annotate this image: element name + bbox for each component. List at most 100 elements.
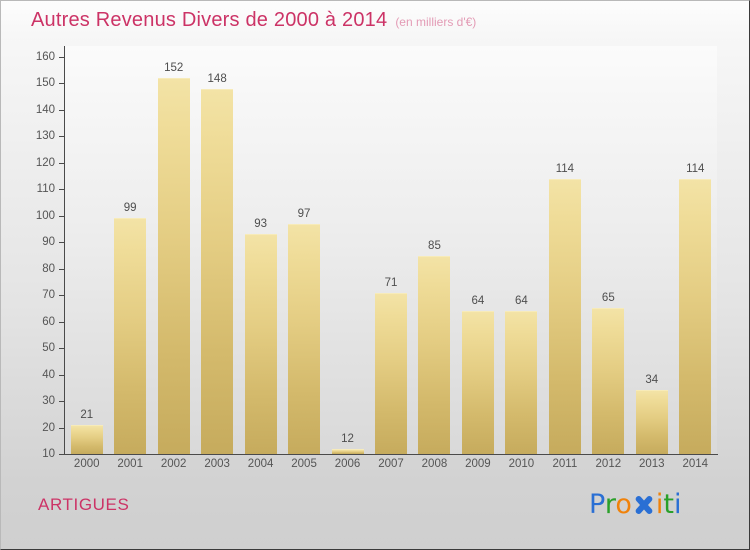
bar-value-label: 114 bbox=[686, 163, 705, 175]
bar[interactable] bbox=[549, 179, 581, 454]
bar[interactable] bbox=[636, 390, 668, 454]
title-bar: Autres Revenus Divers de 2000 à 2014 (en … bbox=[31, 9, 476, 32]
y-axis-tick bbox=[59, 163, 65, 164]
y-axis-label: 80 bbox=[42, 263, 55, 275]
y-axis-tick bbox=[59, 428, 65, 429]
bar[interactable] bbox=[201, 89, 233, 454]
bar[interactable] bbox=[418, 256, 450, 454]
y-axis-label-wrap: 30 bbox=[27, 395, 55, 407]
y-axis-label: 130 bbox=[35, 130, 55, 142]
y-axis-label-wrap: 160 bbox=[27, 51, 55, 63]
bar-value-label: 148 bbox=[207, 73, 227, 85]
bar[interactable] bbox=[114, 218, 146, 454]
x-axis-label: 2011 bbox=[552, 458, 578, 470]
y-axis-label-wrap: 90 bbox=[27, 236, 55, 248]
y-axis-tick bbox=[59, 242, 65, 243]
bar[interactable] bbox=[71, 425, 103, 454]
y-axis-label-wrap: 10 bbox=[27, 448, 55, 460]
bar[interactable] bbox=[592, 308, 624, 454]
bar[interactable] bbox=[462, 311, 494, 454]
y-axis-label-wrap: 40 bbox=[27, 369, 55, 381]
y-axis-tick bbox=[59, 189, 65, 190]
x-axis-label: 2013 bbox=[639, 458, 665, 470]
x-axis-line bbox=[64, 454, 718, 455]
y-axis-label: 90 bbox=[42, 236, 55, 248]
y-axis-label: 120 bbox=[35, 157, 55, 169]
y-axis-label-wrap: 130 bbox=[27, 130, 55, 142]
x-axis-label: 2010 bbox=[508, 458, 535, 470]
y-axis-tick bbox=[59, 322, 65, 323]
y-axis-tick bbox=[59, 216, 65, 217]
y-axis-tick bbox=[59, 110, 65, 111]
y-axis-label-wrap: 60 bbox=[27, 316, 55, 328]
bar-value-label: 152 bbox=[164, 62, 184, 74]
bar-value-label: 64 bbox=[471, 295, 485, 307]
y-axis-label: 20 bbox=[42, 422, 55, 434]
bar[interactable] bbox=[679, 179, 711, 454]
x-axis-label: 2014 bbox=[682, 458, 709, 470]
logo-letter: r bbox=[604, 489, 616, 520]
y-axis-label-wrap: 80 bbox=[27, 263, 55, 275]
y-axis-tick bbox=[59, 83, 65, 84]
bar-value-label: 71 bbox=[384, 277, 398, 289]
bar[interactable] bbox=[158, 78, 190, 454]
y-axis-label: 150 bbox=[35, 77, 55, 89]
y-axis-tick bbox=[59, 454, 65, 455]
y-axis-tick bbox=[59, 375, 65, 376]
bar-value-label: 34 bbox=[645, 374, 659, 386]
y-axis-label: 50 bbox=[42, 342, 55, 354]
bar-value-label: 85 bbox=[428, 240, 441, 252]
y-axis-tick bbox=[59, 57, 65, 58]
logo-x-icon bbox=[632, 493, 656, 517]
y-axis-tick bbox=[59, 295, 65, 296]
bar-value-label: 114 bbox=[555, 163, 575, 175]
x-axis-label: 2003 bbox=[204, 458, 230, 470]
y-axis-label: 100 bbox=[35, 210, 55, 222]
y-axis-label-wrap: 20 bbox=[27, 422, 55, 434]
y-axis-label: 140 bbox=[35, 104, 55, 116]
y-axis-label: 160 bbox=[35, 51, 55, 63]
y-axis-label-wrap: 70 bbox=[27, 289, 55, 301]
y-axis-label: 110 bbox=[36, 183, 55, 195]
bar-value-label: 99 bbox=[123, 202, 137, 214]
y-axis-tick bbox=[59, 401, 65, 402]
x-axis-label: 2004 bbox=[247, 458, 274, 470]
y-axis-label: 40 bbox=[42, 369, 55, 381]
x-axis-label: 2009 bbox=[465, 458, 491, 470]
x-axis-label: 2007 bbox=[378, 458, 404, 470]
x-axis-label: 2001 bbox=[117, 458, 143, 470]
bar-value-label: 93 bbox=[254, 218, 267, 230]
x-axis-label: 2002 bbox=[160, 458, 187, 470]
commune-name: ARTIGUES bbox=[38, 495, 130, 514]
logo-letter: i bbox=[655, 489, 664, 520]
y-axis-label-wrap: 140 bbox=[27, 104, 55, 116]
bar[interactable] bbox=[288, 224, 320, 454]
x-axis-label: 2006 bbox=[334, 458, 361, 470]
y-axis-label: 30 bbox=[42, 395, 55, 407]
proxiti-logo[interactable]: Pro iti bbox=[589, 489, 681, 521]
x-axis-label: 2005 bbox=[291, 458, 317, 470]
y-axis-label-wrap: 100 bbox=[27, 210, 55, 222]
bar-value-label: 65 bbox=[601, 292, 615, 304]
bar[interactable] bbox=[505, 311, 537, 454]
x-axis-label: 2000 bbox=[73, 458, 100, 470]
y-axis-label-wrap: 120 bbox=[27, 157, 55, 169]
chart-subtitle: (en milliers d'€) bbox=[395, 15, 477, 29]
y-axis-label: 70 bbox=[42, 289, 55, 301]
bar[interactable] bbox=[332, 449, 364, 454]
logo-letter: t bbox=[663, 489, 674, 520]
bar[interactable] bbox=[245, 234, 277, 454]
logo-letter: o bbox=[615, 489, 632, 520]
y-axis-label: 10 bbox=[42, 448, 55, 460]
y-axis-label-wrap: 150 bbox=[27, 77, 55, 89]
bar-value-label: 12 bbox=[341, 433, 354, 445]
bar[interactable] bbox=[375, 293, 407, 454]
y-axis-label-wrap: 110 bbox=[27, 183, 55, 195]
page-title: Autres Revenus Divers de 2000 à 2014 bbox=[31, 9, 388, 31]
y-axis-label-wrap: 50 bbox=[27, 342, 55, 354]
bar-value-label: 97 bbox=[297, 208, 311, 220]
y-axis-tick bbox=[59, 136, 65, 137]
x-axis-label: 2008 bbox=[421, 458, 448, 470]
logo-letter: i bbox=[673, 489, 682, 520]
